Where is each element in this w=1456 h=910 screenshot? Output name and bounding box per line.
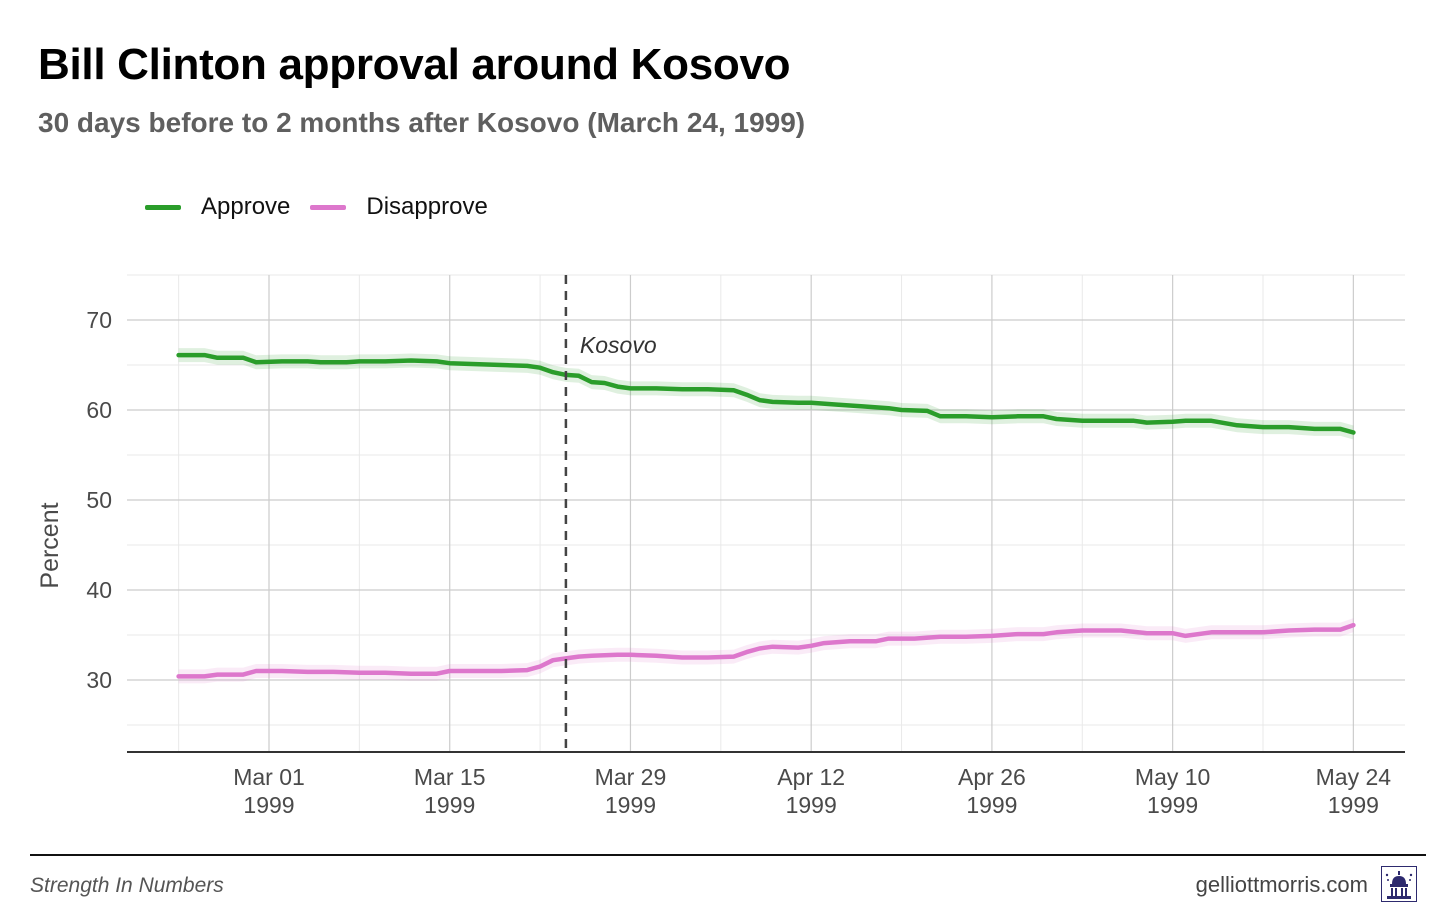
x-tick-label-line: 1999 bbox=[605, 792, 656, 818]
x-tick-label: Apr 26 1999 bbox=[958, 764, 1026, 818]
legend-label-approve: Approve bbox=[201, 193, 291, 220]
x-tick-label: Mar 01 1999 bbox=[233, 764, 305, 818]
x-tick-label: Mar 15 1999 bbox=[414, 764, 486, 818]
y-tick-label: 40 bbox=[86, 577, 112, 603]
y-tick-label: 50 bbox=[86, 487, 112, 513]
x-tick-label-line: May 24 bbox=[1316, 764, 1392, 790]
x-tick-label-line: 1999 bbox=[1147, 792, 1198, 818]
x-tick-label-line: 1999 bbox=[786, 792, 837, 818]
annotation-label-kosovo: Kosovo bbox=[580, 332, 657, 358]
x-tick-label-line: 1999 bbox=[243, 792, 294, 818]
legend-label-disapprove: Disapprove bbox=[366, 193, 488, 220]
x-tick-label-line: Mar 15 bbox=[414, 764, 486, 790]
series-line-approve bbox=[176, 352, 1356, 435]
x-tick-label-line: Mar 01 bbox=[233, 764, 305, 790]
x-tick-label-line: 1999 bbox=[966, 792, 1017, 818]
legend-swatch-approve bbox=[145, 204, 181, 210]
y-tick-label: 70 bbox=[86, 307, 112, 333]
x-tick-label: Mar 29 1999 bbox=[595, 764, 667, 818]
x-tick-label: May 24 1999 bbox=[1316, 764, 1392, 818]
legend: Approve Disapprove bbox=[145, 193, 508, 221]
y-tick-label: 30 bbox=[86, 667, 112, 693]
legend-swatch-disapprove bbox=[310, 204, 347, 210]
x-tick-label-line: Apr 26 bbox=[958, 764, 1026, 790]
y-tick-label: 60 bbox=[86, 397, 112, 423]
band-approve bbox=[178, 348, 1354, 440]
x-tick-label: Apr 12 1999 bbox=[777, 764, 845, 818]
capitol-logo-icon bbox=[1381, 866, 1417, 902]
x-tick-label-line: 1999 bbox=[424, 792, 475, 818]
series-line-disapprove bbox=[176, 622, 1356, 679]
x-tick-label-line: 1999 bbox=[1328, 792, 1379, 818]
y-axis-title: Percent bbox=[36, 502, 64, 588]
chart-title: Bill Clinton approval around Kosovo bbox=[38, 40, 791, 89]
legend-item-disapprove: Disapprove bbox=[310, 193, 488, 221]
x-tick-label-line: May 10 bbox=[1135, 764, 1210, 790]
footer-rule bbox=[30, 854, 1426, 856]
footer-site: gelliottmorris.com bbox=[1195, 872, 1368, 897]
footer-source: Strength In Numbers bbox=[30, 874, 224, 897]
x-tick-label: May 10 1999 bbox=[1135, 764, 1210, 818]
chart-subtitle: 30 days before to 2 months after Kosovo … bbox=[38, 107, 806, 138]
legend-item-approve: Approve bbox=[145, 193, 290, 221]
x-tick-label-line: Mar 29 bbox=[595, 764, 667, 790]
band-disapprove bbox=[178, 618, 1354, 684]
x-tick-label-line: Apr 12 bbox=[777, 764, 845, 790]
